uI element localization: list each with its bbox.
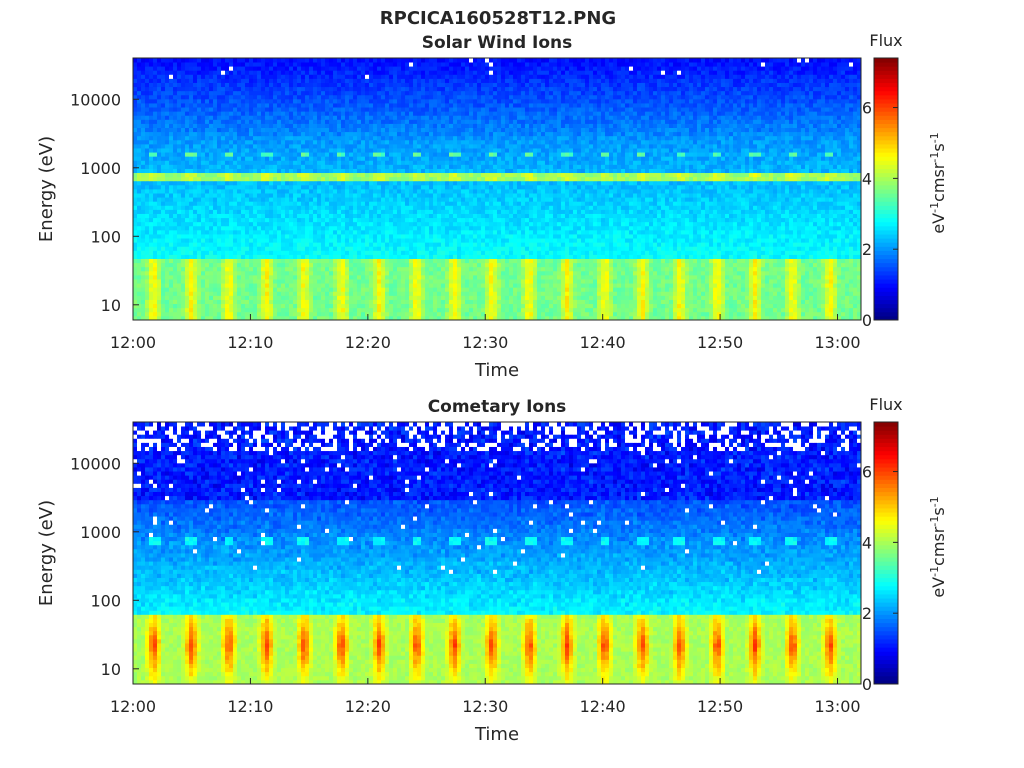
y-tick-label: 10000 bbox=[70, 454, 121, 473]
figure-title: RPCICA160528T12.PNG bbox=[380, 8, 616, 29]
colorbar-tick-label: 0 bbox=[862, 311, 872, 330]
x-tick-label: 12:20 bbox=[345, 697, 391, 716]
y-tick-label: 100 bbox=[90, 227, 121, 246]
colorbar-tick-label: 0 bbox=[862, 675, 872, 694]
panel-title: Cometary Ions bbox=[428, 397, 567, 417]
x-tick-label: 12:30 bbox=[462, 333, 508, 352]
x-tick-label: 12:20 bbox=[345, 333, 391, 352]
x-tick-label: 12:10 bbox=[227, 697, 273, 716]
cometary-ions-panel: Cometary Ions 12:00 12:10 12:20 12:30 12:40 12… bbox=[36, 395, 948, 745]
spectrogram-heatmap bbox=[133, 58, 861, 320]
colorbar-tick-label: 4 bbox=[862, 533, 872, 552]
colorbar-title: Flux bbox=[869, 31, 902, 50]
solar-wind-panel: Solar Wind Ions 12:00 12:10 12:20 12:30 12:40… bbox=[36, 31, 948, 381]
y-axis-label: Energy (eV) bbox=[36, 136, 57, 242]
x-tick-label: 13:00 bbox=[814, 697, 860, 716]
x-axis-label: Time bbox=[474, 724, 519, 745]
y-tick-label: 100 bbox=[90, 591, 121, 610]
colorbar-tick-label: 6 bbox=[862, 99, 872, 118]
x-axis-label: Time bbox=[474, 360, 519, 381]
colorbar-tick-label: 6 bbox=[862, 463, 872, 482]
x-tick-label: 12:50 bbox=[697, 333, 743, 352]
colorbar-tick-label: 2 bbox=[862, 604, 872, 623]
y-tick-label: 1000 bbox=[80, 159, 121, 178]
colorbar-tick-label: 2 bbox=[862, 240, 872, 259]
colorbar bbox=[874, 422, 898, 685]
y-axis-label: Energy (eV) bbox=[36, 500, 57, 606]
x-tick-label: 12:50 bbox=[697, 697, 743, 716]
y-tick-label: 10 bbox=[101, 296, 121, 315]
colorbar-title: Flux bbox=[869, 395, 902, 414]
x-tick-label: 12:10 bbox=[227, 333, 273, 352]
y-tick-label: 1000 bbox=[80, 523, 121, 542]
colorbar-tick-label: 4 bbox=[862, 169, 872, 188]
x-tick-label: 12:40 bbox=[580, 697, 626, 716]
x-tick-label: 12:00 bbox=[110, 333, 156, 352]
y-tick-label: 10000 bbox=[70, 90, 121, 109]
x-tick-label: 12:40 bbox=[580, 333, 626, 352]
spectrogram-heatmap bbox=[133, 422, 861, 684]
y-tick-label: 10 bbox=[101, 660, 121, 679]
colorbar-label: eV-1cmsr-1s-1 bbox=[928, 132, 949, 233]
colorbar bbox=[874, 58, 898, 321]
panel-title: Solar Wind Ions bbox=[422, 33, 573, 53]
colorbar-label: eV-1cmsr-1s-1 bbox=[928, 496, 949, 597]
x-tick-label: 12:00 bbox=[110, 697, 156, 716]
x-tick-label: 12:30 bbox=[462, 697, 508, 716]
x-tick-label: 13:00 bbox=[814, 333, 860, 352]
